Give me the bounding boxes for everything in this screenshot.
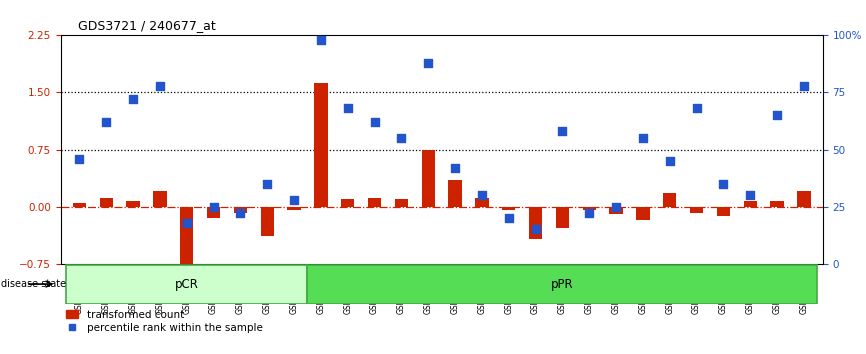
Bar (66, 264, 307, 304)
Point (582, 211, 596, 216)
Point (797, 83, 811, 88)
Point (475, 193, 488, 198)
Bar (234, 207, 247, 213)
Point (662, 158, 676, 164)
Bar (771, 201, 784, 207)
Text: GDS3721 / 240677_at: GDS3721 / 240677_at (78, 19, 216, 32)
Bar (288, 207, 301, 210)
Text: pPR: pPR (551, 278, 573, 291)
Point (73, 156, 87, 161)
Point (501, 215, 515, 221)
Point (395, 135, 409, 141)
Bar (744, 201, 757, 207)
Point (636, 135, 650, 141)
Bar (475, 198, 488, 207)
Point (770, 113, 784, 118)
Bar (556, 207, 569, 228)
Legend: transformed count, percentile rank within the sample: transformed count, percentile rank withi… (66, 310, 262, 333)
Point (368, 119, 382, 125)
Point (261, 181, 275, 187)
Text: disease state: disease state (1, 279, 66, 289)
Bar (583, 207, 596, 210)
Bar (717, 207, 730, 216)
Bar (690, 207, 703, 213)
Point (341, 105, 355, 111)
Bar (307, 264, 818, 304)
Point (716, 181, 730, 187)
Bar (663, 193, 676, 207)
Bar (449, 180, 462, 207)
Point (609, 204, 623, 210)
Point (153, 83, 167, 88)
Point (126, 97, 140, 102)
Point (689, 105, 703, 111)
Point (314, 37, 328, 43)
Point (422, 60, 436, 65)
Bar (502, 207, 515, 210)
Point (100, 119, 113, 125)
Bar (73, 203, 86, 207)
Bar (610, 207, 623, 214)
Text: pCR: pCR (175, 278, 198, 291)
Point (448, 165, 462, 171)
Bar (314, 83, 327, 207)
Bar (368, 198, 381, 207)
Bar (100, 198, 113, 207)
Bar (395, 199, 408, 207)
Bar (180, 207, 193, 264)
Point (180, 220, 194, 225)
Bar (153, 192, 166, 207)
Bar (261, 207, 274, 235)
Bar (637, 207, 650, 220)
Point (528, 227, 542, 232)
Point (207, 204, 221, 210)
Bar (341, 199, 354, 207)
Point (555, 129, 569, 134)
Bar (529, 207, 542, 239)
Bar (422, 149, 435, 207)
Point (743, 193, 757, 198)
Point (288, 197, 301, 202)
Bar (207, 207, 220, 218)
Bar (126, 201, 139, 207)
Point (234, 211, 248, 216)
Bar (798, 192, 811, 207)
